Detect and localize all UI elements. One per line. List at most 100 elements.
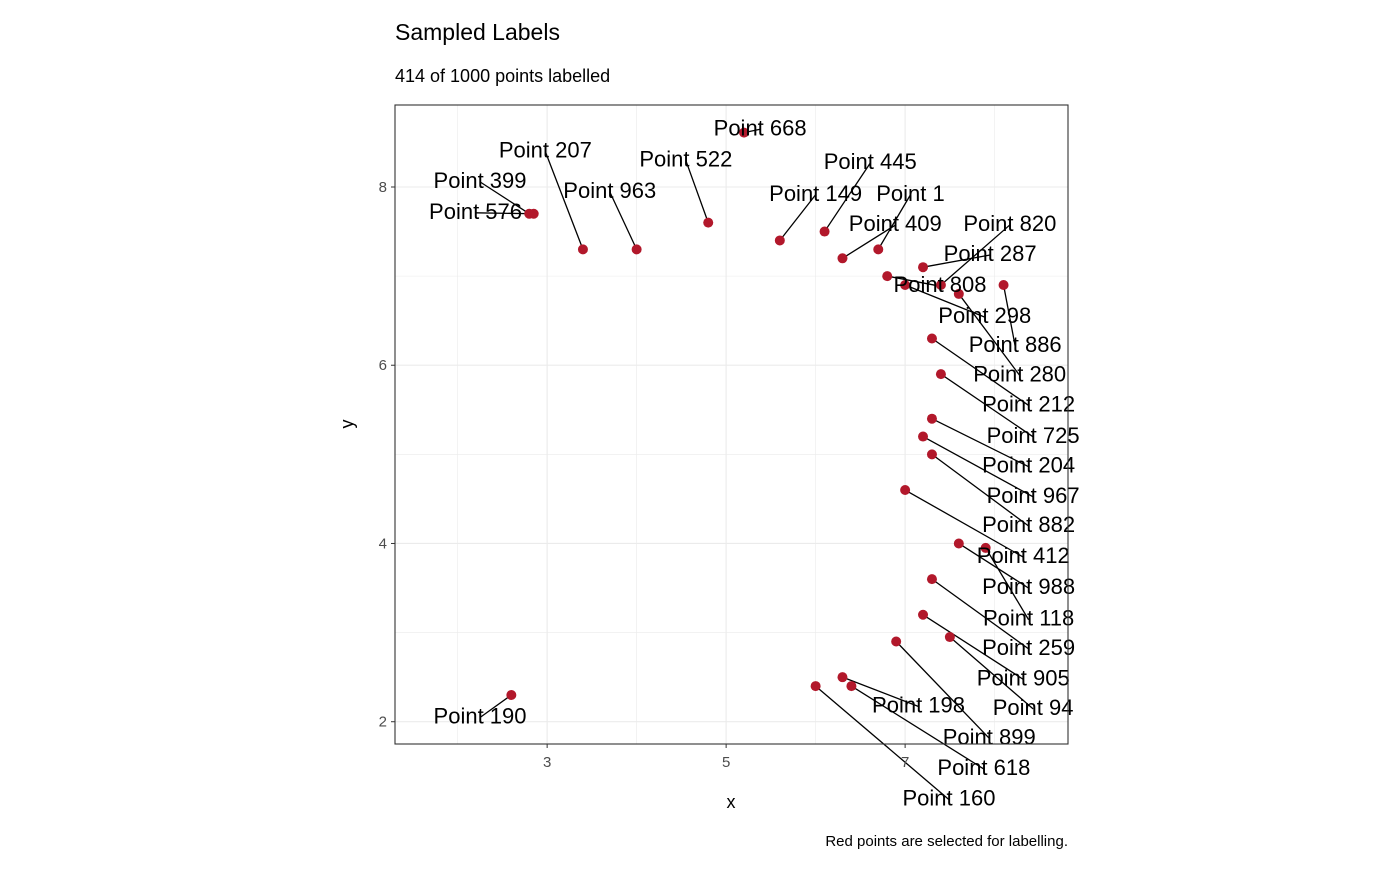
panel-border [394,104,1069,745]
x-axis-title: x [727,792,736,812]
label-segment [904,489,1024,558]
label-segment [985,547,1030,621]
label-segment [931,453,1030,527]
data-point [900,280,911,291]
point-label: Point 149 [769,181,862,206]
label-segment [685,160,709,223]
point-label: Point 198 [872,692,965,717]
label-segment [931,578,1030,650]
label-segment [922,614,1024,680]
data-point [953,538,964,549]
point-label: Point 207 [499,138,592,163]
label-segment [851,685,985,770]
point-label: Point 190 [434,703,527,728]
point-label: Point 668 [714,115,807,140]
point-label: Point 905 [977,665,1070,690]
label-segment [842,676,919,708]
point-label: Point 808 [894,272,987,297]
label-segment [609,191,638,250]
points-layer [506,127,1009,700]
label-segment [940,373,1034,438]
label-segment [475,212,534,215]
point-label: Point 280 [973,361,1066,386]
label-segment [544,151,584,250]
data-point [918,262,929,273]
label-segment [931,337,1029,406]
point-label: Point 94 [993,695,1074,720]
label-segment [815,685,950,801]
label-segment [940,224,1011,286]
data-point [846,681,857,692]
point-label: Point 618 [937,755,1030,780]
point-label: Point 725 [987,423,1080,448]
point-label: Point 204 [982,453,1075,478]
data-point [703,217,714,228]
y-tick-label: 2 [379,714,387,731]
point-label: Point 1 [876,181,945,206]
point-label: Point 445 [824,149,917,174]
point-label: Point 522 [639,147,732,172]
data-point [926,449,937,460]
y-tick-label: 4 [379,535,387,552]
data-point [819,226,830,237]
label-segments [475,128,1034,801]
label-segment [887,275,941,287]
point-label: Point 576 [429,199,522,224]
data-point [935,369,946,380]
label-segment [958,542,1029,589]
data-point [873,244,884,255]
point-label: Point 988 [982,574,1075,599]
label-segment [895,641,990,739]
x-tick-label: 5 [722,754,730,771]
y-axis-title: y [337,420,357,429]
chart-caption: Red points are selected for labelling. [825,833,1068,850]
point-label: Point 118 [983,606,1074,631]
point-label: Point 409 [849,211,942,236]
label-segment [479,181,530,215]
point-label: Point 882 [982,512,1075,537]
data-point [774,235,785,246]
label-segment [1002,284,1016,347]
data-point [998,280,1009,291]
data-point [891,636,902,647]
point-label: Point 259 [982,635,1075,660]
data-point [980,542,991,553]
data-point [577,244,588,255]
data-point [926,574,937,585]
x-tick-label: 3 [543,754,551,771]
label-segment [958,293,1021,376]
point-label: Point 160 [902,786,995,811]
data-point [739,127,750,138]
label-segment [922,254,991,268]
point-label: Point 212 [982,391,1075,416]
data-point [837,672,848,683]
x-axis: 3 5 7 [543,744,909,771]
label-segment [779,194,817,241]
point-label: Point 886 [969,332,1062,357]
y-axis: 2 4 6 8 [379,179,395,731]
data-point [953,288,964,299]
chart-subtitle: 414 of 1000 points labelled [395,66,610,86]
data-point [882,271,893,282]
data-point [918,431,929,442]
x-tick-label: 7 [901,754,909,771]
label-segment [877,194,912,250]
label-segment [479,694,512,719]
data-point [837,253,848,264]
data-point [926,333,937,344]
data-point [810,681,821,692]
data-point [528,208,539,219]
point-label: Point 899 [943,724,1036,749]
label-segment [949,636,1034,710]
label-segment [842,224,896,259]
data-point [926,413,937,424]
point-label: Point 412 [977,543,1070,568]
data-point [918,609,929,620]
y-tick-label: 6 [379,357,387,374]
chart-title: Sampled Labels [395,19,560,45]
label-segment [824,162,871,232]
data-point [935,280,946,291]
point-label: Point 298 [938,303,1031,328]
point-label: Point 287 [944,241,1037,266]
